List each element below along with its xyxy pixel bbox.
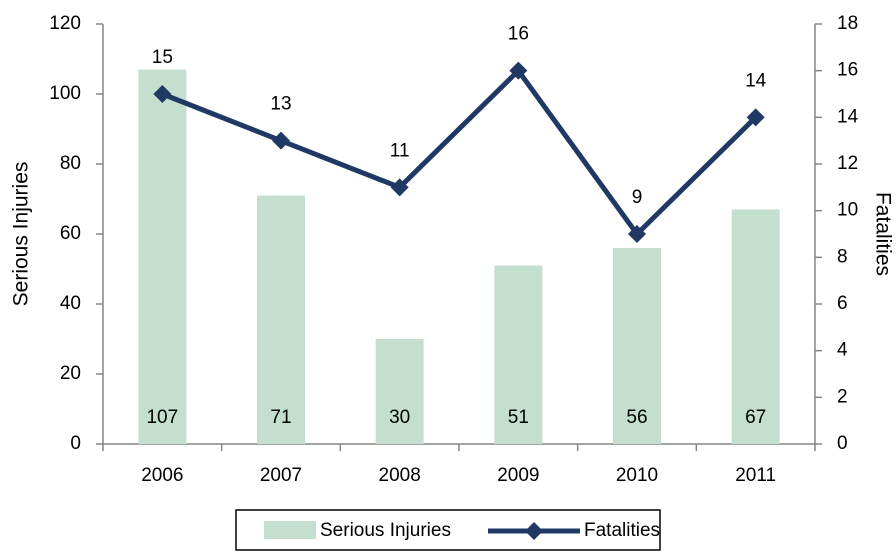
y-tick-label: 60 [60, 223, 81, 244]
y-tick-label: 80 [60, 153, 81, 174]
bar-label: 30 [389, 407, 410, 428]
y2-tick-label: 6 [837, 293, 848, 314]
y2-tick-label: 10 [837, 200, 858, 221]
y-tick-label: 100 [49, 83, 81, 104]
legend-swatch [264, 521, 316, 539]
y-tick-label: 20 [60, 363, 81, 384]
y2-tick-label: 2 [837, 386, 848, 407]
bar [494, 265, 543, 444]
bar [138, 69, 187, 444]
bar [375, 339, 424, 444]
line-marker [509, 61, 528, 80]
line-marker [153, 85, 172, 103]
line-marker [628, 225, 646, 243]
y2-tick-label: 4 [837, 340, 848, 361]
line [161, 68, 758, 237]
y-tick-label: 40 [60, 293, 81, 314]
bar-label: 56 [626, 407, 647, 428]
x-tick-label: 2009 [497, 465, 539, 486]
y2-axis-title: Fatalities [871, 192, 894, 276]
line-label: 16 [508, 24, 529, 45]
y2-tick-label: 14 [837, 106, 859, 127]
bar [257, 195, 305, 444]
y2-tick-label: 16 [837, 60, 858, 81]
line-marker [746, 108, 765, 127]
x-tick-label: 2007 [260, 465, 302, 486]
line-marker [390, 178, 409, 197]
line-label: 11 [390, 140, 410, 161]
bar-label: 107 [146, 407, 178, 428]
line-label: 13 [270, 94, 291, 115]
legend-label: Fatalities [584, 520, 660, 541]
bar-label: 71 [270, 407, 291, 428]
y2-tick-label: 18 [837, 13, 858, 34]
bar [613, 248, 661, 444]
bar-label: 51 [508, 407, 529, 428]
line-label: 14 [745, 70, 767, 91]
y2-tick-label: 0 [837, 433, 848, 454]
line-label: 15 [152, 47, 173, 68]
x-tick-label: 2008 [379, 465, 421, 486]
y-tick-label: 120 [49, 13, 81, 34]
y2-tick-label: 8 [837, 246, 848, 267]
bar-label: 67 [745, 407, 766, 428]
y2-tick-label: 12 [837, 153, 858, 174]
line-label: 9 [632, 187, 643, 208]
y-axis-title: Serious Injuries [10, 162, 33, 307]
x-tick-label: 2010 [616, 465, 658, 486]
line-marker [272, 131, 290, 150]
legend-label: Serious Injuries [320, 520, 451, 541]
bar [731, 209, 780, 444]
y-tick-label: 0 [70, 433, 81, 454]
x-tick-label: 2011 [735, 465, 776, 486]
x-tick-label: 2006 [141, 465, 183, 486]
legend-marker [525, 522, 543, 540]
